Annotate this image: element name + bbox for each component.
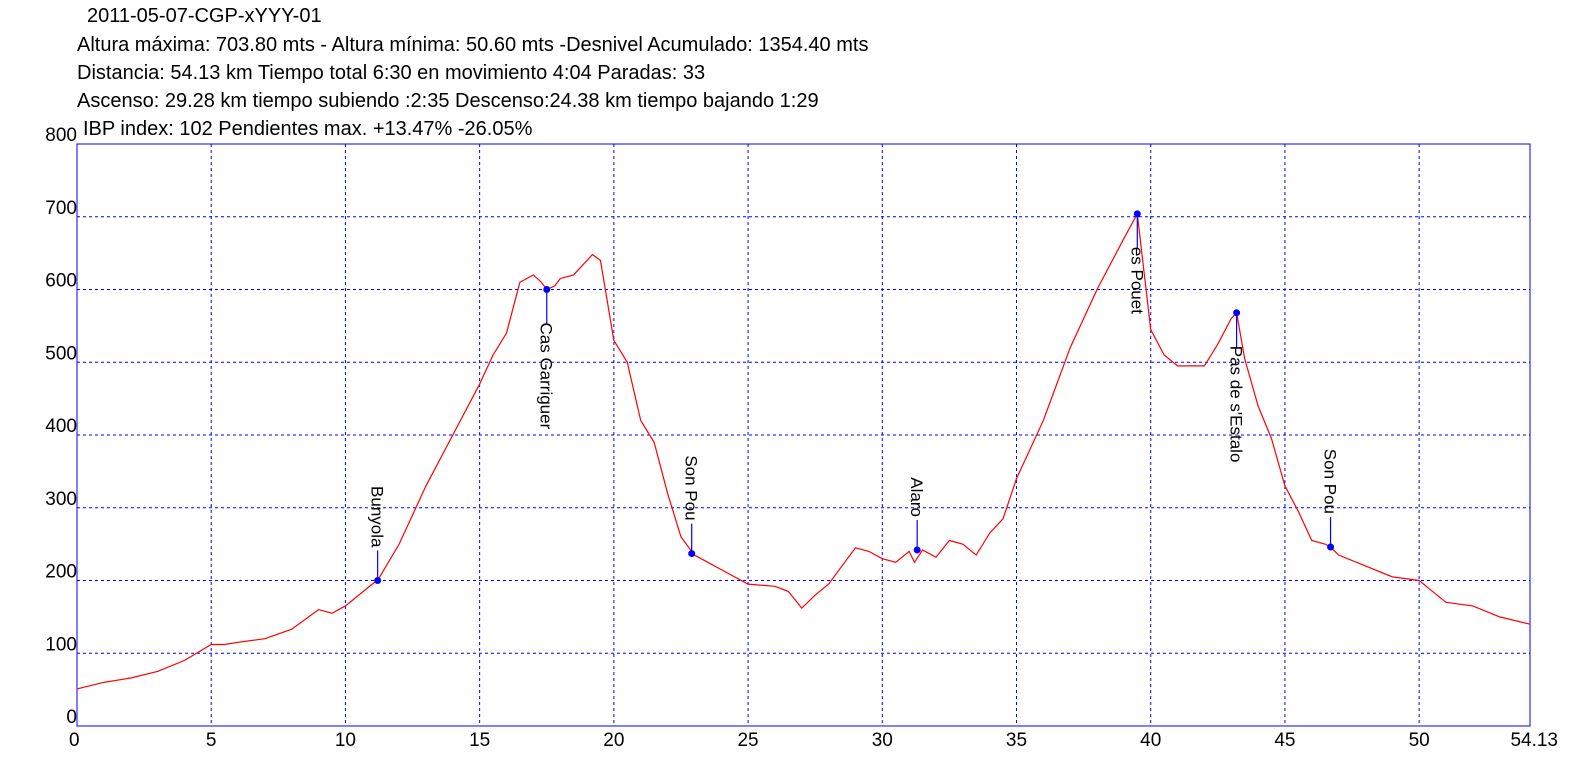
y-tick-label: 200 [45, 562, 77, 583]
info-line: IBP index: 102 Pendientes max. +13.47% -… [83, 118, 533, 140]
waypoint-marker [543, 286, 551, 293]
info-line: Ascenso: 29.28 km tiempo subiendo :2:35 … [77, 90, 819, 112]
x-tick-label: 0 [69, 730, 80, 751]
waypoint-marker [1327, 543, 1335, 551]
waypoint-label: es Pouet [1127, 247, 1146, 314]
y-tick-label: 100 [45, 634, 77, 655]
x-tick-label: 10 [335, 730, 356, 751]
x-tick-label: 54.13 [1510, 730, 1558, 751]
x-tick-label: 5 [206, 730, 217, 751]
x-tick-label: 25 [737, 730, 758, 751]
y-tick-label: 300 [45, 489, 77, 510]
waypoint-marker [688, 550, 696, 558]
y-tick-label: 600 [45, 271, 77, 292]
y-tick-label: 700 [45, 198, 77, 219]
x-tick-label: 45 [1274, 730, 1295, 751]
info-line: Altura máxima: 703.80 mts - Altura mínim… [77, 34, 868, 56]
x-tick-label: 50 [1409, 730, 1430, 751]
waypoint-marker [1133, 210, 1141, 218]
y-tick-label: 0 [66, 707, 77, 728]
y-tick-label: 500 [45, 343, 77, 364]
waypoint-label: Cas Garriguer [537, 323, 556, 430]
x-tick-label: 35 [1006, 730, 1027, 751]
waypoint-label: Son Pou [1321, 449, 1340, 514]
elevation-line [76, 211, 1531, 690]
x-tick-label: 20 [603, 730, 624, 751]
waypoint-marker [374, 577, 382, 584]
info-line: Distancia: 54.13 km Tiempo total 6:30 en… [77, 62, 705, 84]
waypoint-label: Alaro [907, 477, 926, 517]
x-tick-label: 40 [1140, 730, 1161, 751]
x-tick-label: 15 [469, 730, 490, 751]
y-tick-label: 400 [45, 416, 77, 437]
waypoint-label: Pas de s'Estalo [1227, 346, 1246, 463]
chart-title: 2011-05-07-CGP-xYYY-01 [87, 5, 322, 27]
waypoint-marker [1233, 309, 1241, 317]
plot-border [76, 143, 1531, 727]
y-tick-label: 800 [45, 125, 77, 146]
waypoint-marker [913, 546, 921, 554]
waypoint-label: Bunyola [368, 486, 387, 548]
x-tick-label: 30 [872, 730, 893, 751]
waypoint-label: Son Pou [682, 455, 701, 520]
